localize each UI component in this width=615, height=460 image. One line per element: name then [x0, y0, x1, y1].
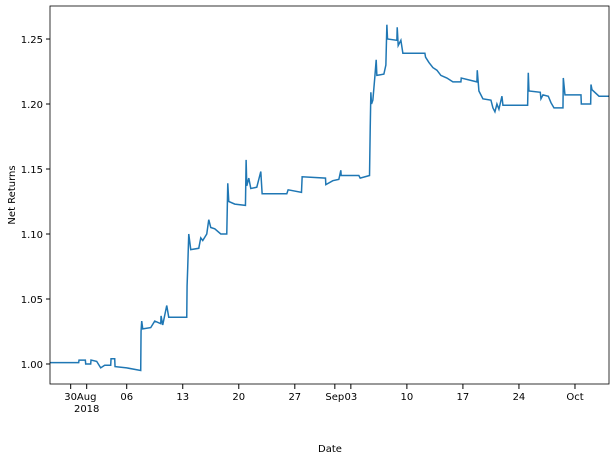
- y-axis-label: Net Returns: [7, 165, 18, 224]
- x-tick-label: Oct: [566, 392, 584, 403]
- x-tick-label: 13: [176, 392, 190, 403]
- y-tick-label: 1.00: [21, 360, 43, 371]
- x-tick-label: 03: [344, 392, 358, 403]
- y-tick-label: 1.10: [21, 230, 43, 241]
- x-axis-label: Date: [318, 444, 342, 455]
- x-tick-label: 10: [400, 392, 414, 403]
- y-tick-label: 1.15: [21, 165, 43, 176]
- x-tick-label: 20: [232, 392, 246, 403]
- x-tick-label: 06: [120, 392, 134, 403]
- x-tick-label: 17: [456, 392, 470, 403]
- line: [50, 24, 609, 372]
- x-tick-label: 24: [512, 392, 526, 403]
- x-tick-label: 27: [288, 392, 302, 403]
- y-tick-label: 1.25: [21, 35, 43, 46]
- x-tick-label: Aug 2018: [73, 392, 100, 415]
- x-tick-label: Sep: [325, 392, 345, 403]
- y-tick-label: 1.05: [21, 295, 43, 306]
- axes-frame: [49, 5, 610, 385]
- x-tick-label: 30: [64, 392, 78, 403]
- y-tick-label: 1.20: [21, 100, 43, 111]
